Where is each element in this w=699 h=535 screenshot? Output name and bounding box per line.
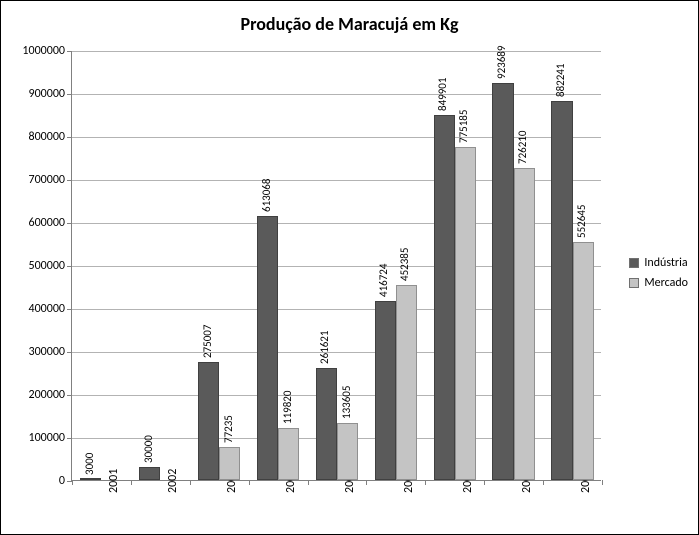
y-tick-mark bbox=[67, 51, 72, 52]
bar-value-label: 133605 bbox=[340, 385, 353, 420]
bar-industria bbox=[551, 101, 572, 480]
x-category-label: 2001 bbox=[107, 469, 121, 493]
chart-container: Produção de Maracujá em Kg 0100000200000… bbox=[0, 0, 699, 535]
bar-mercado bbox=[278, 428, 299, 480]
y-tick-label: 700000 bbox=[5, 174, 65, 186]
y-tick-mark bbox=[67, 94, 72, 95]
legend-item-industria: Indústria bbox=[629, 256, 688, 270]
bar-industria bbox=[434, 115, 455, 480]
y-tick-mark bbox=[67, 223, 72, 224]
y-tick-mark bbox=[67, 352, 72, 353]
x-tick-mark bbox=[602, 480, 603, 485]
y-tick-label: 900000 bbox=[5, 88, 65, 100]
bar-value-label: 416724 bbox=[377, 263, 390, 298]
bar-value-label: 552645 bbox=[575, 205, 588, 240]
bar-mercado bbox=[514, 168, 535, 480]
x-tick-mark bbox=[190, 480, 191, 485]
bar-mercado bbox=[455, 147, 476, 480]
bar-mercado bbox=[337, 423, 358, 480]
plot-wrap: 0100000200000300000400000500000600000700… bbox=[71, 51, 601, 481]
legend-swatch-industria bbox=[629, 258, 639, 268]
bar-value-label: 775185 bbox=[457, 109, 470, 144]
y-tick-mark bbox=[67, 395, 72, 396]
legend-label-mercado: Mercado bbox=[644, 276, 688, 290]
x-tick-mark bbox=[249, 480, 250, 485]
bar-value-label: 849901 bbox=[436, 77, 449, 112]
x-tick-mark bbox=[131, 480, 132, 485]
x-tick-mark bbox=[425, 480, 426, 485]
bar-industria bbox=[375, 301, 396, 480]
y-tick-label: 100000 bbox=[5, 432, 65, 444]
bar-industria bbox=[198, 362, 219, 480]
y-tick-mark bbox=[67, 309, 72, 310]
y-tick-label: 600000 bbox=[5, 217, 65, 229]
bar-value-label: 726210 bbox=[516, 130, 529, 165]
legend: Indústria Mercado bbox=[629, 256, 688, 296]
bar-mercado bbox=[573, 242, 594, 480]
legend-label-industria: Indústria bbox=[644, 256, 687, 270]
x-category-label: 2002 bbox=[166, 469, 180, 493]
y-tick-mark bbox=[67, 266, 72, 267]
bar-value-label: 882241 bbox=[554, 63, 567, 98]
y-tick-label: 0 bbox=[5, 475, 65, 487]
bar-value-label: 30000 bbox=[142, 435, 155, 465]
bar-mercado bbox=[396, 285, 417, 480]
bar-value-label: 119820 bbox=[281, 391, 294, 426]
y-tick-mark bbox=[67, 180, 72, 181]
bar-industria bbox=[492, 83, 513, 480]
bar-mercado bbox=[219, 447, 240, 480]
bar-value-label: 3000 bbox=[83, 452, 96, 476]
bar-value-label: 613068 bbox=[260, 179, 273, 214]
bar-industria bbox=[80, 478, 101, 480]
gridline bbox=[72, 51, 601, 52]
y-tick-label: 200000 bbox=[5, 389, 65, 401]
bar-industria bbox=[139, 467, 160, 480]
x-tick-mark bbox=[366, 480, 367, 485]
x-tick-mark bbox=[543, 480, 544, 485]
y-tick-label: 1000000 bbox=[5, 45, 65, 57]
bar-value-label: 275007 bbox=[201, 324, 214, 359]
bar-industria bbox=[316, 368, 337, 480]
bar-value-label: 77235 bbox=[222, 415, 235, 445]
bar-value-label: 452385 bbox=[398, 248, 411, 283]
chart-title: Produção de Maracujá em Kg bbox=[1, 1, 698, 43]
plot-area: 0100000200000300000400000500000600000700… bbox=[71, 51, 601, 481]
bar-industria bbox=[257, 216, 278, 480]
legend-item-mercado: Mercado bbox=[629, 276, 688, 290]
y-tick-label: 800000 bbox=[5, 131, 65, 143]
y-tick-label: 300000 bbox=[5, 346, 65, 358]
x-tick-mark bbox=[72, 480, 73, 485]
y-tick-label: 400000 bbox=[5, 303, 65, 315]
y-tick-mark bbox=[67, 438, 72, 439]
y-tick-mark bbox=[67, 137, 72, 138]
gridline bbox=[72, 94, 601, 95]
x-tick-mark bbox=[484, 480, 485, 485]
x-tick-mark bbox=[308, 480, 309, 485]
legend-swatch-mercado bbox=[629, 278, 639, 288]
bar-value-label: 261621 bbox=[318, 330, 331, 365]
y-tick-label: 500000 bbox=[5, 260, 65, 272]
bar-value-label: 923689 bbox=[495, 45, 508, 80]
